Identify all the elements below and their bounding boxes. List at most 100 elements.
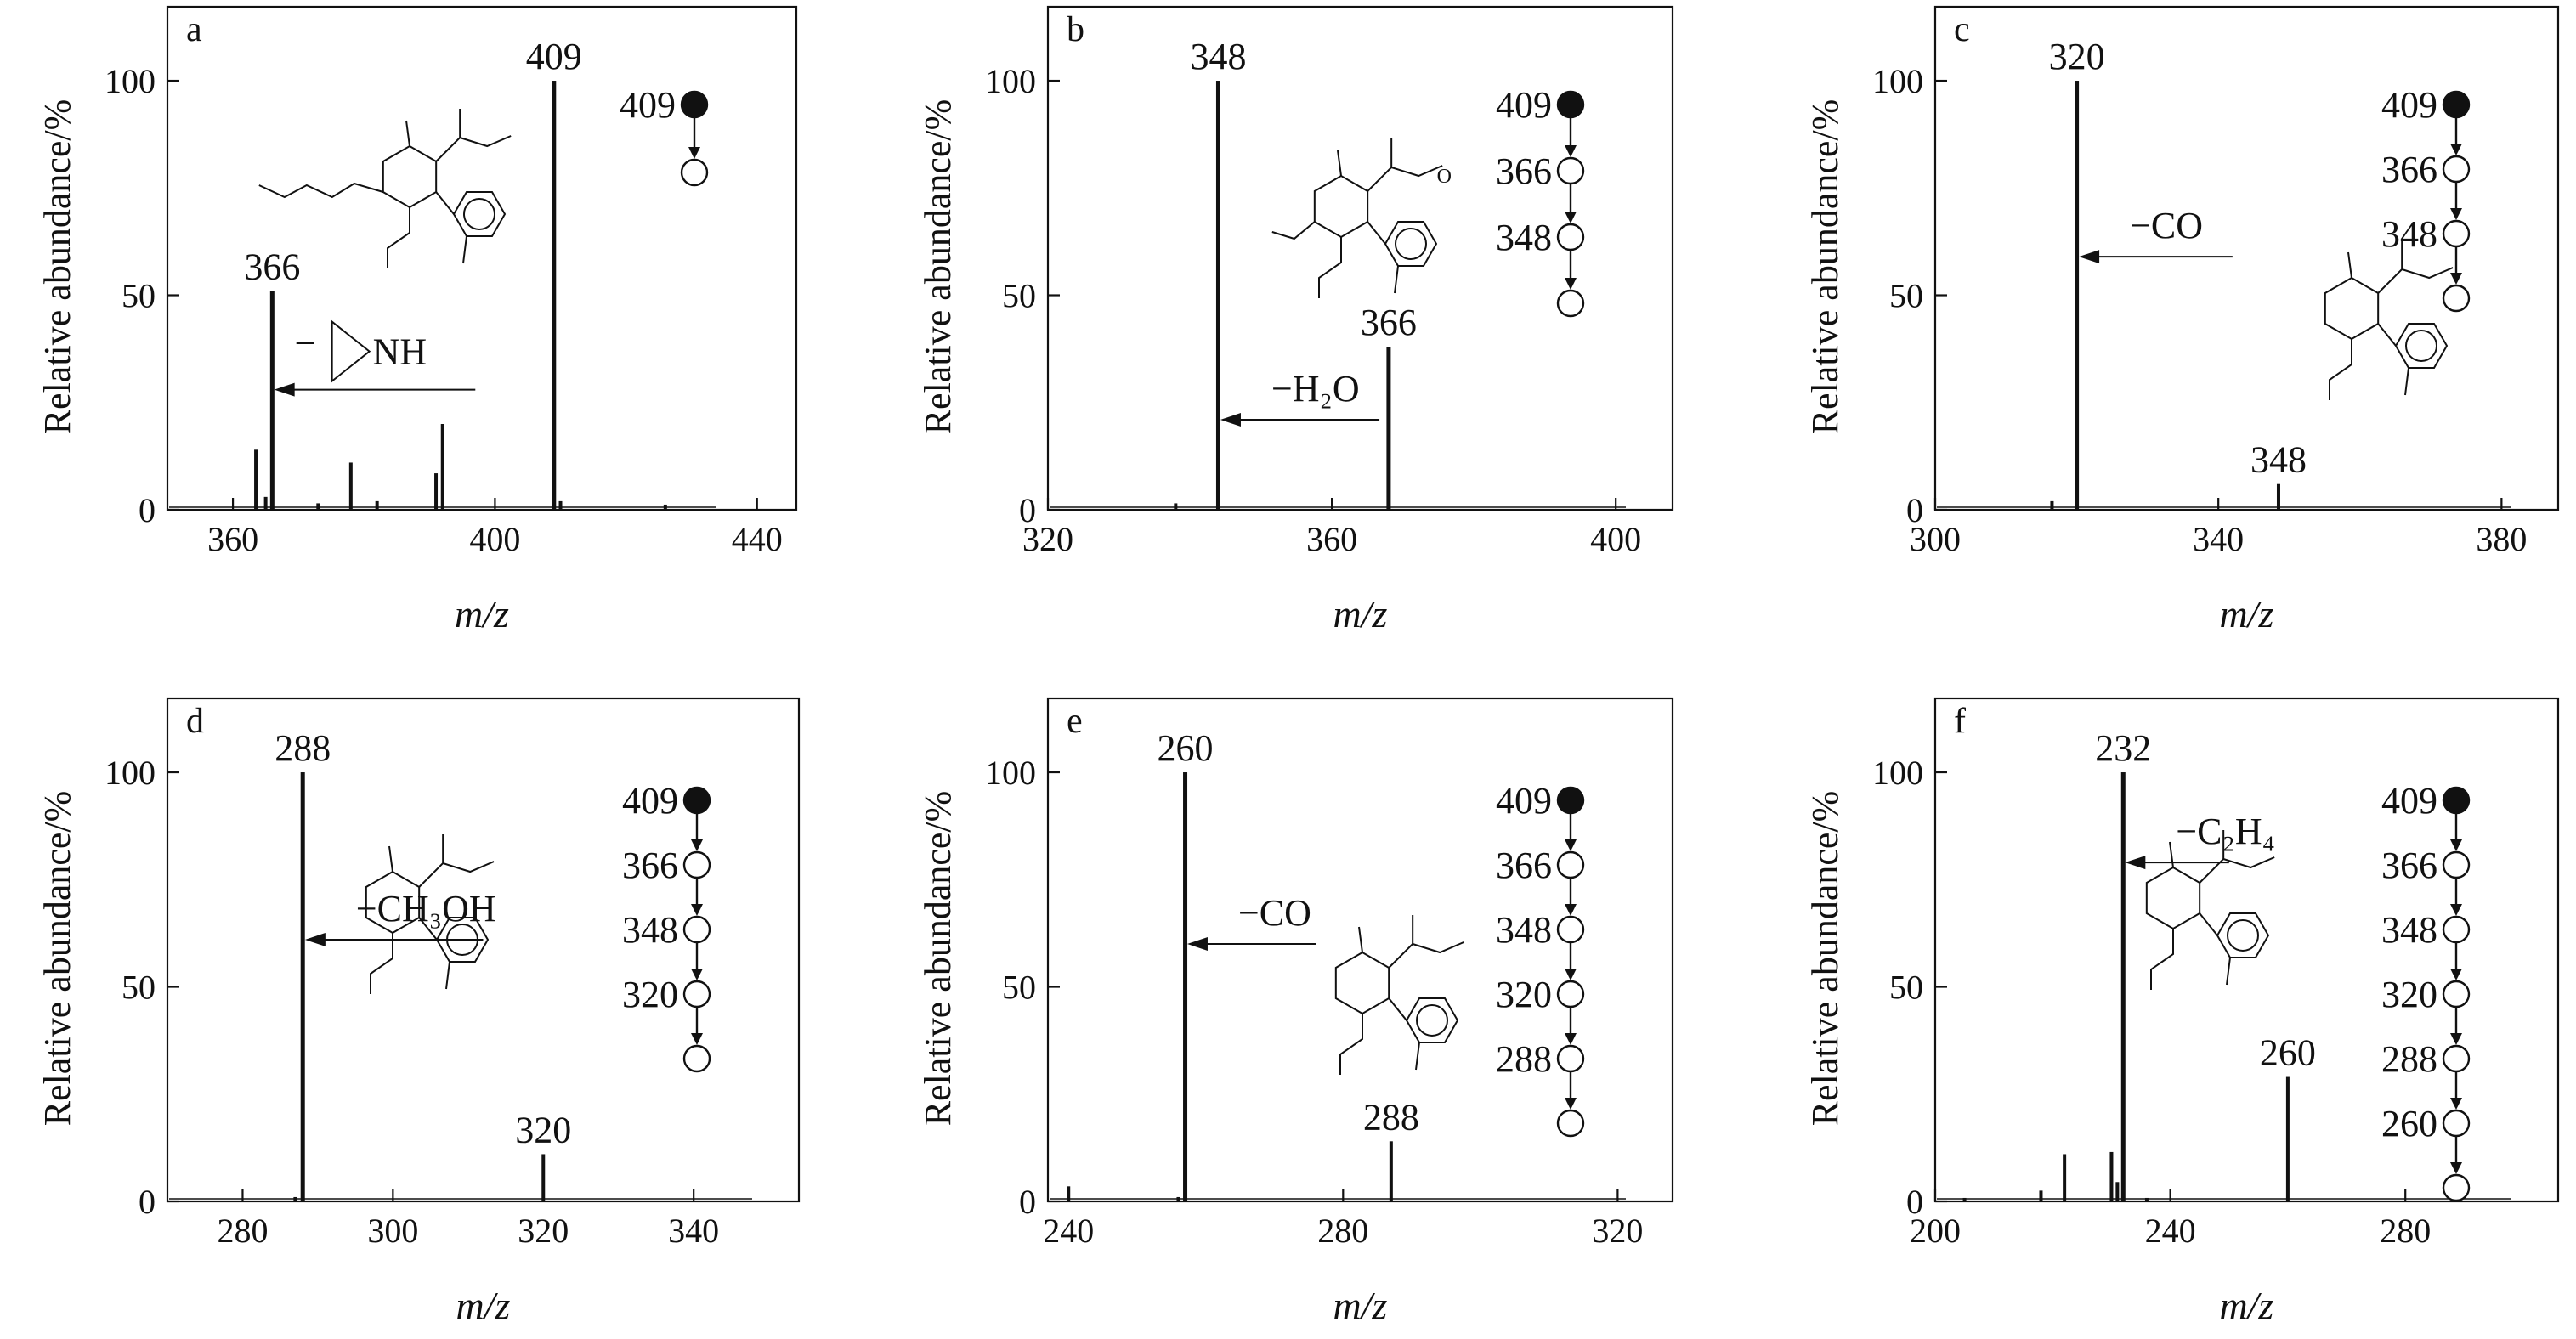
y-tick-label: 50 [1002, 969, 1036, 1007]
phenyl-ring [1405, 997, 1459, 1043]
peak-bar [293, 1196, 297, 1201]
peak-bar [1176, 1196, 1180, 1201]
fragment-node [2442, 1044, 2471, 1073]
x-tick-label: 320 [1022, 520, 1073, 558]
aryl-bond [1367, 221, 1386, 245]
x-tick-label: 320 [1592, 1212, 1643, 1250]
ester-methyl [2222, 856, 2275, 869]
y-axis-label: Relative abundance/% [37, 99, 78, 435]
pathway-label: 348 [1496, 909, 1552, 951]
peak-label: 366 [244, 246, 300, 287]
fragment-node [1556, 156, 1585, 185]
x-axis-label: m/z [2220, 1284, 2274, 1327]
aromatic-circle [2405, 330, 2437, 362]
peak-label: 288 [1363, 1096, 1419, 1138]
x-axis-label: m/z [1333, 1284, 1388, 1327]
pathway-arrowhead [2450, 208, 2462, 220]
fragment-node [2442, 219, 2471, 248]
x-tick-label: 280 [2380, 1212, 2431, 1250]
peak-label: 320 [515, 1109, 571, 1150]
fragment-node [682, 850, 711, 879]
fragment-node [1556, 1044, 1585, 1073]
pathway-label: 320 [622, 974, 678, 1015]
ethoxy-chain [387, 207, 410, 268]
plot-frame [1933, 697, 2560, 1203]
precursor-node [1556, 786, 1585, 815]
panel-letter: e [1067, 702, 1083, 741]
fragment-node [2442, 1173, 2471, 1202]
aromatic-circle [2227, 919, 2259, 952]
peak-bar [1183, 772, 1188, 1201]
peak-bar [541, 1154, 546, 1201]
aromatic-circle [1395, 228, 1427, 260]
fragment-node [1556, 1109, 1585, 1138]
peak-label: 320 [2049, 36, 2105, 77]
loss-arrowhead [2125, 856, 2146, 870]
chemical-structure [1271, 138, 1443, 298]
peak-bar [1215, 81, 1220, 511]
ethoxy-chain [1339, 1014, 1363, 1075]
x-tick-label: 280 [217, 1212, 268, 1250]
chemical-structure [258, 109, 512, 268]
ethoxy-chain [370, 933, 393, 994]
x-tick-label: 360 [207, 520, 258, 558]
peak-bar [348, 462, 353, 510]
peak-bar [375, 500, 379, 510]
loss-label: −H₂O [1271, 368, 1360, 410]
y-axis-label: Relative abundance/% [917, 99, 959, 435]
peak-bar [2109, 1151, 2114, 1201]
pathway-arrowhead [1565, 212, 1577, 223]
x-tick-label: 280 [1317, 1212, 1368, 1250]
fragment-node [1556, 289, 1585, 318]
chemical-structure [2324, 240, 2454, 400]
ester-methyl [442, 861, 495, 873]
peak-bar [2115, 1182, 2120, 1201]
methyl-bond [1337, 150, 1342, 177]
y-tick-label: 100 [985, 754, 1036, 792]
panel-letter: b [1067, 10, 1084, 49]
cl-bond [462, 235, 467, 264]
methyl-bond [1358, 926, 1363, 953]
peak-bar [1067, 1186, 1071, 1201]
phenyl-ring [452, 191, 507, 237]
ethoxy-chain [1318, 237, 1342, 298]
loss-arrowhead [304, 932, 326, 946]
phenyl-ring [1384, 221, 1438, 267]
pathway-label: 320 [2381, 974, 2437, 1015]
x-tick-label: 400 [469, 520, 520, 558]
plot-frame [1046, 5, 1674, 511]
pathway-arrowhead [2450, 1098, 2462, 1110]
peak-label: 288 [275, 727, 331, 769]
y-tick-label: 0 [1019, 1183, 1036, 1221]
phenyl-ring [435, 917, 490, 963]
pathway-arrowhead [2450, 839, 2462, 851]
panel-a: 0 50 100 360 400 440 Relative abundance/% m/z a 3… [37, 5, 798, 636]
x-tick-label: 300 [367, 1212, 418, 1250]
peak-label: 348 [2250, 439, 2307, 481]
cl-bond [2226, 957, 2231, 986]
y-axis-label: Relative abundance/% [37, 791, 78, 1127]
plot-frame [1046, 697, 1674, 1203]
precursor-node [2442, 90, 2471, 119]
loss-label: −CH₃OH [356, 888, 496, 929]
x-tick-label: 240 [1043, 1212, 1094, 1250]
pathway-arrowhead [1565, 969, 1577, 980]
x-tick-label: 320 [518, 1212, 569, 1250]
pathway-arrowhead [691, 839, 703, 851]
hydroxymethyl [1271, 221, 1316, 240]
y-tick-label: 100 [105, 62, 156, 100]
peak-bar [316, 503, 320, 510]
fragment-node [1556, 980, 1585, 1008]
pathway-arrowhead [2450, 273, 2462, 285]
x-tick-label: 300 [1910, 520, 1961, 558]
pathway-arrowhead [2450, 144, 2462, 155]
chemical-structure [365, 834, 495, 994]
peak-bar [2039, 1190, 2043, 1201]
x-axis-label: m/z [1333, 592, 1388, 636]
pathway-label: 348 [2381, 213, 2437, 255]
precursor-node [682, 786, 711, 815]
loss-arrowhead [274, 382, 295, 397]
pathway-label: 409 [620, 84, 676, 126]
peak-bar [1174, 503, 1178, 510]
loss-label: −C₂H₄ [2176, 811, 2275, 852]
